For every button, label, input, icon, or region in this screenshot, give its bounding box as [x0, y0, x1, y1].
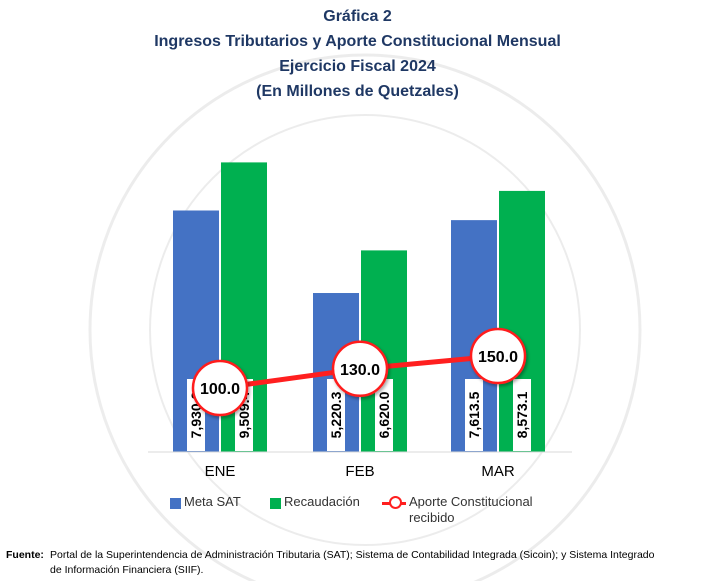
legend-label-recaudacion: Recaudación — [284, 494, 360, 509]
data-label-meta-sat-mar: 7,613.5 — [465, 379, 483, 451]
source-text-line1: Portal de la Superintendencia de Adminis… — [50, 549, 655, 561]
chart-title: Ingresos Tributarios y Aporte Constituci… — [154, 33, 561, 50]
line-point-label-feb: 130.0 — [340, 362, 380, 379]
x-tick-label-mar: MAR — [481, 463, 515, 480]
source-text: Portal de la Superintendencia de Adminis… — [50, 548, 710, 578]
x-tick-label-feb: FEB — [345, 463, 374, 480]
source-text-line2: de Información Financiera (SIIF). — [50, 564, 204, 576]
line-point-mar — [469, 327, 527, 385]
source-label: Fuente: — [6, 549, 44, 561]
data-label-meta-sat-feb: 5,220.3 — [327, 379, 345, 451]
x-tick-labels: ENE FEB MAR — [205, 463, 515, 480]
legend-swatch-meta-sat — [170, 498, 181, 509]
chart-subtitle-year: Ejercicio Fiscal 2024 — [279, 58, 436, 75]
data-label-recaudacion-mar: 8,573.1 — [513, 379, 531, 451]
data-label-box — [375, 379, 393, 451]
line-point-label-ene: 100.0 — [200, 381, 240, 398]
data-label-box — [327, 379, 345, 451]
data-label-box — [513, 379, 531, 451]
data-label-recaudacion-feb: 6,620.0 — [375, 379, 393, 451]
chart-number: Gráfica 2 — [323, 8, 392, 25]
line-series-layer: 100.0 130.0 150.0 — [191, 327, 527, 417]
chart-subtitle-units: (En Millones de Quetzales) — [256, 83, 459, 100]
bars-layer: 7,930.2 9,509.4 5,220.3 6,620.0 7,613.5 8,573… — [173, 162, 545, 452]
data-label-text: 5,220.3 — [328, 391, 344, 438]
line-point-ene — [191, 359, 249, 417]
x-tick-label-ene: ENE — [205, 463, 236, 480]
line-point-label-mar: 150.0 — [478, 349, 518, 366]
legend-label-aporte-1: Aporte Constitucional — [409, 494, 533, 509]
line-point-feb — [331, 340, 389, 398]
legend: Meta SAT Recaudación Aporte Constitucion… — [168, 493, 588, 533]
legend-marker-aporte — [389, 496, 402, 509]
seal-watermark — [88, 53, 642, 581]
data-label-text: 7,613.5 — [466, 391, 482, 438]
legend-swatch-recaudacion — [270, 498, 281, 509]
data-label-box — [465, 379, 483, 451]
chart-titles: Gráfica 2 Ingresos Tributarios y Aporte … — [0, 4, 715, 104]
legend-label-meta-sat: Meta SAT — [184, 494, 241, 509]
data-label-text: 6,620.0 — [376, 391, 392, 438]
legend-label-aporte-2: recibido — [409, 510, 455, 525]
data-label-text: 8,573.1 — [514, 391, 530, 438]
